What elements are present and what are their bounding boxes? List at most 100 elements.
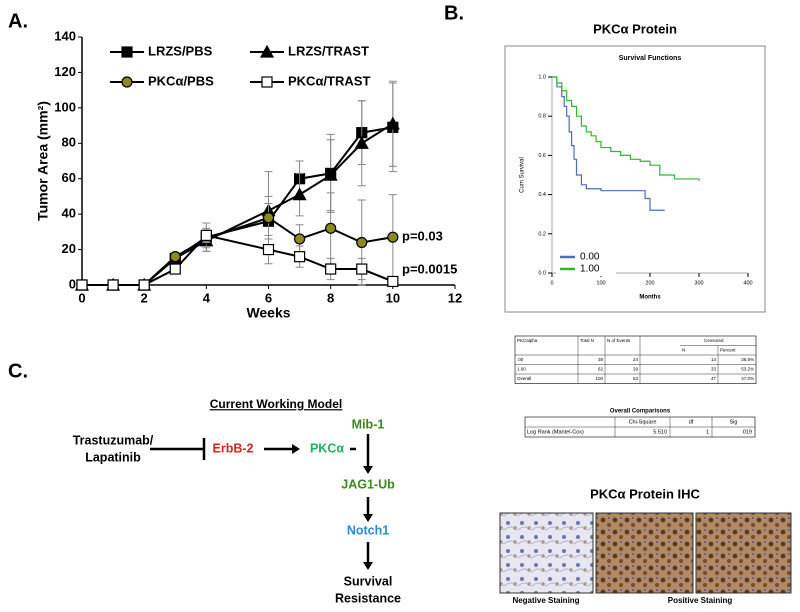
marker <box>107 279 119 291</box>
legend-label: PKCα/TRAST <box>288 73 370 88</box>
table-cell: 47.0% <box>741 376 754 381</box>
diagram-node: Resistance <box>335 591 401 605</box>
table-cell: 33 <box>711 366 717 371</box>
panel-label: C. <box>8 360 28 382</box>
comparisons-table: Overall Comparisons Chi-Square df Sig Log Ra… <box>524 409 756 438</box>
x-tick-label: 2 <box>141 290 148 305</box>
km-frame <box>504 45 766 313</box>
ihc-title: PKCα Protein IHC <box>590 486 700 501</box>
table-cell: Overall <box>517 376 531 381</box>
ihc-image <box>695 512 792 594</box>
y-tick-label: 140 <box>54 28 76 43</box>
y-tick-label: 0.4 <box>538 192 546 198</box>
table-cell: .019 <box>741 429 752 435</box>
marker <box>121 76 133 88</box>
case-summary-table: PKCalpha Total N N of Events Censored N Perce… <box>514 335 757 384</box>
table-cell: 53.2% <box>741 366 754 371</box>
legend-box <box>556 250 616 276</box>
marker <box>262 243 275 256</box>
legend-label: LRZS/PBS <box>148 43 213 58</box>
x-tick-label: 200 <box>645 280 654 286</box>
x-tick-label: 100 <box>596 280 605 286</box>
table-header: N of Events <box>607 338 631 343</box>
y-tick-label: 120 <box>54 64 76 79</box>
chart-title: PKCα Protein <box>593 21 677 36</box>
table-cell: 62 <box>598 366 604 371</box>
ihc-caption: Positive Staining <box>668 596 733 605</box>
marker <box>259 44 275 58</box>
marker <box>169 251 181 263</box>
marker <box>325 263 337 275</box>
marker <box>200 229 212 241</box>
marker <box>262 212 275 224</box>
table-subheader: Percent <box>720 347 736 352</box>
panel-label: A. <box>8 10 28 32</box>
marker <box>354 136 369 149</box>
y-tick-label: 0.8 <box>538 114 546 120</box>
table-header: Total N <box>580 338 594 343</box>
table-cell: 47 <box>711 376 717 381</box>
series-line <box>82 216 394 286</box>
arrow-heads <box>292 444 373 570</box>
table-cell: 1 <box>706 429 709 435</box>
annotation: p=0.03 <box>402 228 443 243</box>
y-tick-label: 0.6 <box>538 153 546 159</box>
marker <box>293 251 306 263</box>
x-tick-label: 12 <box>448 290 462 305</box>
y-axis-label: Tumor Area (mm²) <box>35 101 51 221</box>
ihc-caption: Negative Staining <box>512 596 579 605</box>
marker <box>169 263 181 275</box>
panel-label: B. <box>444 2 464 24</box>
y-tick-label: 0.2 <box>538 231 546 237</box>
diagram-node: JAG1-Ub <box>341 477 395 491</box>
x-tick-label: 0 <box>550 280 553 286</box>
legend-label: 1.00 <box>580 264 600 275</box>
table-header: Sig <box>730 419 738 425</box>
x-tick-label: 0 <box>78 290 85 305</box>
y-axis-label: Cum Survival <box>520 157 526 193</box>
diagram-node: Notch1 <box>347 523 389 537</box>
marker <box>385 116 400 130</box>
table-cell: Log Rank (Mantel-Cox) <box>527 429 584 435</box>
annotation: p=0.0015 <box>402 261 457 276</box>
diagram-node: ErbB-2 <box>213 441 254 455</box>
series-line <box>552 76 665 211</box>
table-cell: 38 <box>598 357 604 362</box>
marker <box>138 279 150 291</box>
series-line <box>82 126 394 286</box>
marker <box>261 76 273 88</box>
y-tick-label: 0.0 <box>538 270 546 276</box>
x-tick-label: 6 <box>265 290 272 305</box>
table-header: Chi-Square <box>629 419 657 425</box>
marker <box>387 275 399 288</box>
table-cell: 24 <box>633 357 639 362</box>
table-cell: .00 <box>517 357 524 362</box>
ihc-image <box>595 512 694 594</box>
y-tick-label: 80 <box>62 135 76 150</box>
table-cell: 14 <box>711 357 717 362</box>
diagram-title: Current Working Model <box>210 397 342 411</box>
marker <box>293 233 306 245</box>
ihc-image <box>499 512 594 594</box>
y-tick-label: 1.0 <box>538 74 546 80</box>
diagram-node: Trastuzumab/ <box>73 433 154 447</box>
x-tick-label: 8 <box>327 290 334 305</box>
x-axis-label: Weeks <box>246 305 290 321</box>
table-subheader: N <box>682 347 685 352</box>
series-line <box>82 122 394 286</box>
x-tick-label: 10 <box>386 290 400 305</box>
table-cell: 5.510 <box>653 429 667 435</box>
marker <box>387 231 399 243</box>
marker <box>121 46 133 58</box>
marker <box>325 222 337 234</box>
table-header: df <box>689 419 694 425</box>
diagram-node: Lapatinib <box>85 450 141 464</box>
x-tick-label: 4 <box>203 290 211 305</box>
legend-label: PKCα/PBS <box>148 73 214 88</box>
table-header: PKCalpha <box>517 338 538 343</box>
chart-subtitle: Survival Functions <box>619 55 682 62</box>
table-cell: 36.8% <box>741 357 754 362</box>
x-tick-label: 400 <box>743 280 752 286</box>
